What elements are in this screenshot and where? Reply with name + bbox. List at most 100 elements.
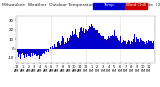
Point xyxy=(59,47,62,48)
Point xyxy=(110,37,113,38)
Point xyxy=(122,42,124,43)
Point xyxy=(92,28,94,30)
Point xyxy=(88,27,90,28)
Point xyxy=(121,47,123,48)
Point xyxy=(86,33,89,35)
Point xyxy=(70,38,73,40)
Point xyxy=(22,56,25,57)
Point xyxy=(34,55,37,57)
Point xyxy=(63,40,65,41)
Point xyxy=(56,42,58,43)
Point xyxy=(89,26,92,28)
Point xyxy=(18,59,21,60)
Point xyxy=(100,36,102,38)
Point xyxy=(37,55,39,56)
Point xyxy=(25,57,28,59)
Point xyxy=(74,31,77,32)
Point xyxy=(143,43,145,44)
Point xyxy=(101,34,103,36)
Point xyxy=(50,49,53,50)
Point xyxy=(99,33,102,34)
Point xyxy=(149,41,152,42)
Point xyxy=(131,39,134,41)
Point xyxy=(114,37,116,38)
Point xyxy=(53,47,55,48)
Point xyxy=(108,39,110,40)
Point xyxy=(120,38,123,40)
Point xyxy=(53,48,55,50)
Point xyxy=(51,50,53,52)
Point xyxy=(44,52,46,53)
Point xyxy=(41,58,44,59)
Point xyxy=(16,56,19,58)
Point xyxy=(43,52,46,54)
Point xyxy=(148,43,150,44)
Point xyxy=(113,30,116,32)
Point xyxy=(21,53,24,55)
Point xyxy=(146,42,149,44)
Point xyxy=(81,31,83,33)
Point xyxy=(86,30,89,31)
Point xyxy=(126,46,128,47)
Point xyxy=(34,57,36,58)
Point xyxy=(44,52,47,54)
Point xyxy=(46,53,49,54)
Point xyxy=(29,54,31,56)
Point xyxy=(28,54,31,55)
Point xyxy=(100,37,103,38)
Point xyxy=(145,43,147,44)
Point xyxy=(147,42,150,43)
Point xyxy=(83,34,85,35)
Point xyxy=(45,52,48,54)
Point xyxy=(62,39,65,41)
Point xyxy=(141,40,144,42)
Point xyxy=(19,60,22,61)
Point xyxy=(40,55,42,57)
Point xyxy=(72,38,74,39)
Point xyxy=(85,30,88,32)
Point xyxy=(128,46,131,47)
Point xyxy=(145,43,148,44)
Point xyxy=(82,34,84,35)
Point xyxy=(23,58,26,60)
Point xyxy=(82,29,84,30)
Point xyxy=(145,40,147,42)
Point xyxy=(97,36,100,37)
Point xyxy=(31,56,33,58)
Point xyxy=(105,44,108,45)
Point xyxy=(29,54,32,55)
Point xyxy=(90,28,93,29)
Point xyxy=(88,29,90,31)
Point xyxy=(111,36,114,37)
Point xyxy=(147,39,150,40)
Point xyxy=(78,32,81,33)
Point xyxy=(79,32,82,33)
Point xyxy=(65,43,67,45)
Point xyxy=(57,46,59,47)
Point xyxy=(84,32,86,34)
Point xyxy=(38,58,40,59)
Point xyxy=(50,50,52,51)
Point xyxy=(50,50,52,52)
Point xyxy=(96,34,98,35)
Point xyxy=(135,41,137,42)
Point xyxy=(83,36,86,38)
Point xyxy=(100,36,103,38)
Point xyxy=(59,44,61,46)
Point xyxy=(23,54,26,56)
Point xyxy=(63,44,66,46)
Point xyxy=(24,57,27,58)
Point xyxy=(96,33,99,34)
Point xyxy=(24,54,27,55)
Point xyxy=(56,44,59,45)
Point xyxy=(72,39,74,40)
Point xyxy=(131,44,133,45)
Point xyxy=(109,38,112,40)
Point xyxy=(137,42,140,43)
Point xyxy=(116,38,119,39)
Point xyxy=(113,37,115,39)
Point xyxy=(151,44,154,46)
Point xyxy=(51,49,53,50)
Point xyxy=(46,49,48,50)
Point xyxy=(76,37,78,38)
